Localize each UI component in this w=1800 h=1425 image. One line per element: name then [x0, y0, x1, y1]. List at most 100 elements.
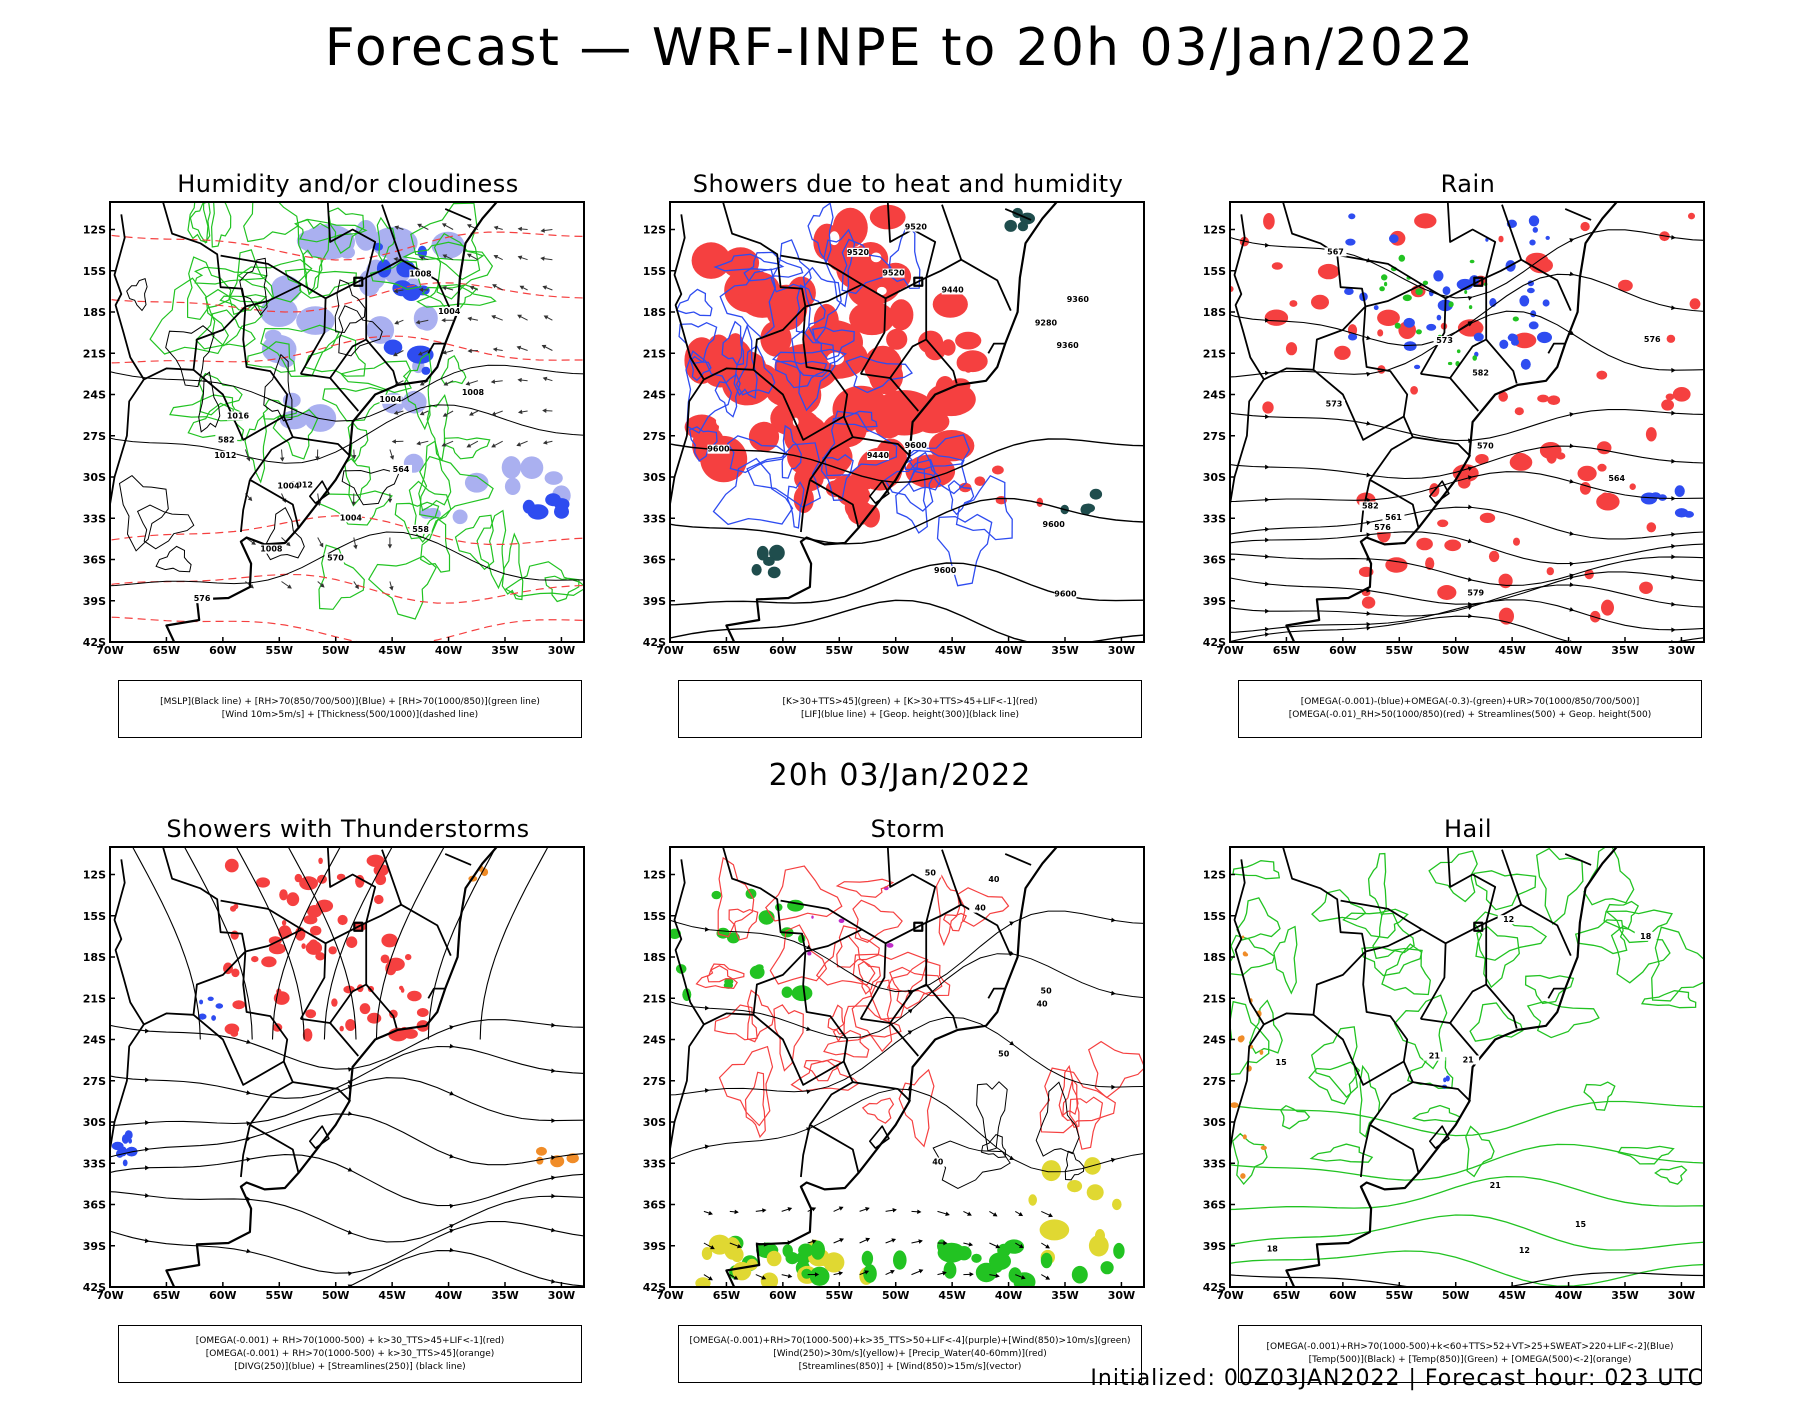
map-area: 1004100810121016100410081004101210081004…: [99, 180, 590, 646]
contour-label: 50: [1041, 987, 1053, 996]
wind-vector-head: [1046, 1245, 1049, 1248]
y-tick-label: 30S: [1203, 471, 1226, 484]
y-tick-label: 33S: [1203, 512, 1226, 525]
wind-vector-head: [467, 444, 470, 447]
contour-label: 9600: [934, 566, 957, 575]
wind-vector-head: [393, 440, 396, 443]
contour-line: [659, 954, 1150, 1038]
panel-title: Rain: [1228, 170, 1708, 198]
contour-line: [1219, 1215, 1710, 1250]
political-border: [1565, 854, 1591, 865]
field-blob: [1537, 332, 1552, 343]
wind-vector-head: [420, 257, 423, 260]
streamline-arrow: [1265, 465, 1269, 470]
legend-line: [OMEGA(-0.001) + RH>70(1000-500) + k>30_…: [206, 1348, 495, 1361]
political-border: [250, 1125, 299, 1173]
field-blob: [1272, 262, 1283, 270]
x-tick-label: 55W: [826, 1289, 853, 1302]
streamline-arrow: [449, 1154, 454, 1159]
field-blob: [1498, 236, 1503, 243]
field-blob: [399, 986, 403, 990]
y-tick-label: 15S: [1203, 265, 1226, 278]
contour-line: [99, 1222, 590, 1274]
field-blob: [752, 564, 762, 576]
wind-vector-head: [543, 409, 546, 412]
x-tick-label: 65W: [713, 1289, 740, 1302]
wind-vector-head: [840, 1239, 843, 1242]
field-blob: [1529, 215, 1539, 226]
y-tick-label: 15S: [83, 265, 106, 278]
field-blob: [381, 955, 390, 964]
field-blob: [310, 926, 321, 936]
y-tick-label: 30S: [83, 471, 106, 484]
legend-box: [OMEGA(-0.001)+RH>70(1000-500)+k<60+TTS>…: [1238, 1325, 1702, 1383]
field-blob: [225, 1024, 240, 1035]
wind-vector-head: [519, 228, 522, 231]
wind-850-fill-nw: [669, 889, 813, 1002]
wind-vector-head: [468, 254, 471, 257]
wind-vector-head: [354, 545, 357, 548]
y-tick-label: 39S: [1203, 595, 1226, 608]
political-border: [810, 1062, 853, 1125]
legend-line: [OMEGA(-0.001)+RH>70(1000-500)+k<60+TTS>…: [1266, 1341, 1673, 1354]
y-tick-label: 27S: [1203, 1075, 1226, 1088]
field-blob: [893, 1250, 907, 1269]
field-blob: [414, 307, 434, 330]
x-tick-label: 50W: [882, 1289, 909, 1302]
field-blob: [700, 436, 747, 482]
field-blob: [692, 242, 731, 279]
field-blob: [1646, 427, 1657, 441]
field-blob: [1511, 339, 1519, 346]
field-blob: [886, 329, 907, 350]
contour-label: 567: [1327, 247, 1344, 256]
political-border: [670, 1013, 754, 1149]
field-blob: [1437, 585, 1456, 600]
x-tick-label: 35W: [491, 644, 518, 657]
political-border: [942, 850, 961, 905]
field-blob: [1470, 260, 1475, 264]
contour-loop: [127, 279, 147, 311]
field-blob: [1675, 508, 1688, 517]
contour-label: 570: [1477, 441, 1494, 450]
y-tick-label: 36S: [83, 1199, 106, 1212]
legend-line: [DIVG(250)](blue) + [Streamlines(250)] (…: [234, 1361, 465, 1374]
wind-vector-head: [893, 1209, 896, 1212]
field-blob: [862, 1251, 873, 1266]
field-blob: [271, 275, 301, 302]
field-blob: [755, 964, 764, 970]
x-tick-label: 40W: [435, 644, 462, 657]
field-blob: [786, 1252, 799, 1264]
field-blob: [1443, 286, 1451, 295]
contour-label: 576: [1644, 335, 1661, 344]
political-border: [803, 952, 847, 1062]
legend-line: [Temp(500)](Black) + [Temp(850)](Green) …: [1309, 1354, 1632, 1367]
streamline-arrow: [145, 1147, 150, 1152]
field-blob: [1381, 274, 1387, 280]
field-blob: [1399, 255, 1406, 262]
streamline-arrow: [1265, 414, 1269, 419]
contour-loop: [852, 980, 891, 1051]
streamline-arrow: [1570, 443, 1575, 448]
field-blob: [1578, 466, 1597, 481]
temp-850-isotherms: [1219, 1102, 1710, 1287]
x-tick-label: 60W: [1329, 1289, 1356, 1302]
wind-vector-head: [442, 319, 445, 322]
political-border: [801, 1125, 810, 1177]
contour-label: 576: [194, 594, 211, 603]
contour-label: 12: [1503, 915, 1514, 924]
field-blob: [1041, 1253, 1053, 1268]
contour-label: 9520: [847, 248, 870, 257]
wind-vector-head: [544, 377, 547, 380]
wind-vector-head: [442, 443, 445, 446]
field-blob: [331, 998, 337, 1006]
x-tick-label: 30W: [1108, 644, 1135, 657]
field-blob: [1526, 253, 1549, 268]
field-blob: [1112, 1199, 1122, 1210]
coastline-borders: [110, 833, 505, 1290]
y-tick-label: 33S: [83, 1157, 106, 1170]
contour-label: 1004: [340, 513, 363, 522]
